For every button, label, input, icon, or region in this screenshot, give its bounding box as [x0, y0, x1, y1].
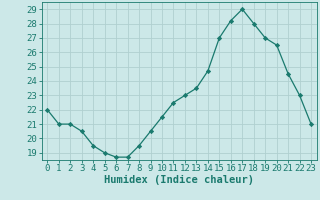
- X-axis label: Humidex (Indice chaleur): Humidex (Indice chaleur): [104, 175, 254, 185]
